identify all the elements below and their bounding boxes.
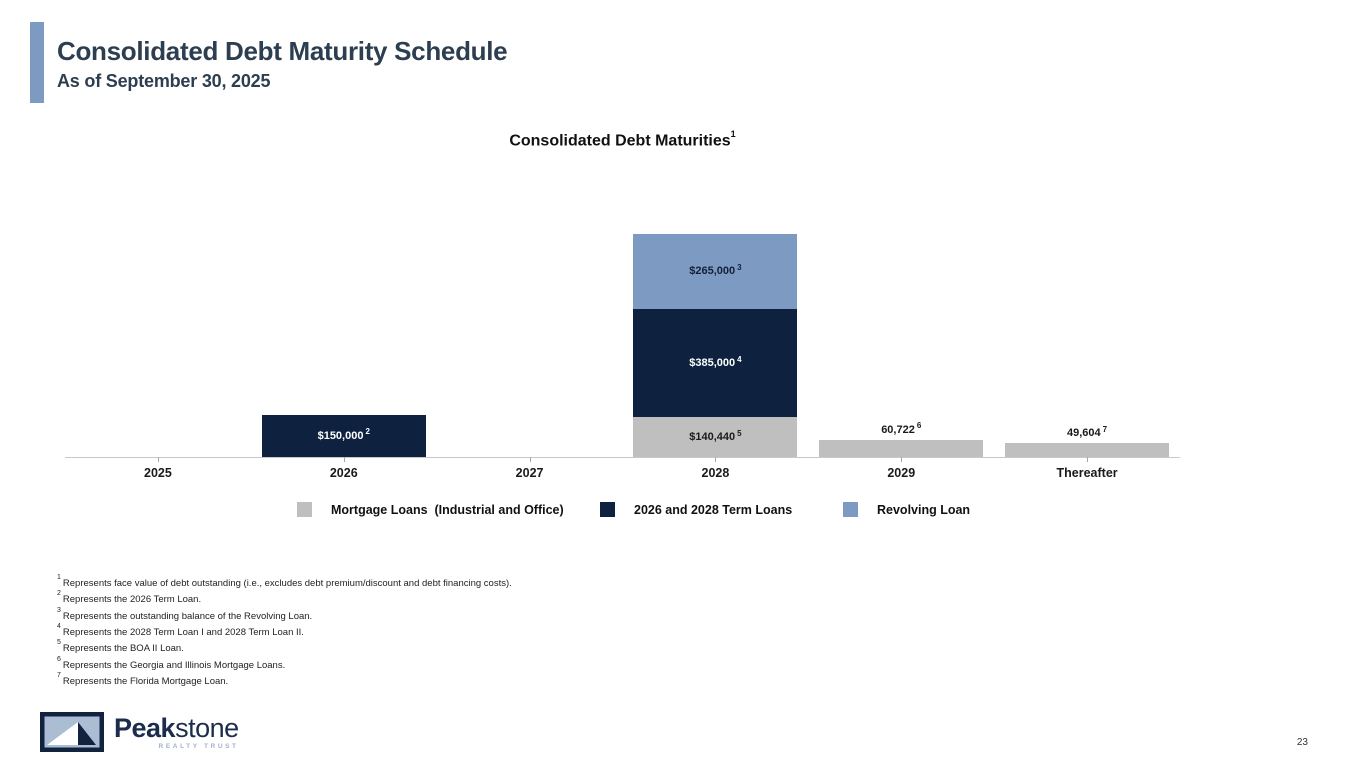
legend-label: Mortgage Loans (Industrial and Office) [331, 502, 564, 517]
x-axis-tick [343, 457, 345, 462]
bar-value-label: 49,604 7 [1067, 424, 1108, 440]
chart-title-superscript: 1 [730, 129, 736, 139]
bar-value-label: 60,722 6 [881, 421, 922, 436]
footnote-line: 6Represents the Georgia and Illinois Mor… [57, 655, 286, 671]
bar-segment-2028-series3 [633, 234, 798, 309]
x-axis-tick [529, 457, 531, 462]
header-accent-bar [30, 22, 44, 103]
logo-text: Peakstone REALTY TRUST [114, 714, 239, 750]
bar-segment-thereafter-series1 [1005, 443, 1170, 457]
x-axis-label-2028: 2028 [701, 466, 730, 480]
x-axis-tick [1087, 457, 1089, 462]
page-title: Consolidated Debt Maturity Schedule [57, 36, 508, 66]
page-subtitle: As of September 30, 2025 [57, 71, 271, 91]
legend-item: Revolving Loan [843, 502, 970, 517]
x-axis-label-thereafter: Thereafter [1056, 466, 1118, 480]
legend-swatch [600, 502, 615, 517]
chart-legend: Mortgage Loans (Industrial and Office) 20… [0, 502, 1365, 522]
legend-item: Mortgage Loans (Industrial and Office) [297, 502, 564, 517]
bar-value-label: $385,000 4 [689, 354, 742, 370]
bar-segment-2029-series1 [819, 439, 984, 457]
legend-label: Revolving Loan [877, 502, 971, 517]
bar-segment-2028-series1 [633, 417, 798, 457]
bar-value-label: $150,000 2 [317, 427, 370, 442]
footnote-line: 1Represents face value of debt outstandi… [57, 574, 512, 590]
peakstone-logo: Peakstone REALTY TRUST [40, 712, 239, 752]
logo-wordmark: Peakstone [114, 714, 239, 742]
footnote-line: 3Represents the outstanding balance of t… [57, 606, 313, 622]
page-number: 23 [1296, 737, 1308, 748]
x-axis-label-2025: 2025 [144, 466, 172, 480]
x-axis-label-2029: 2029 [887, 466, 916, 480]
x-axis-label-2026: 2026 [329, 466, 358, 480]
bar-value-label: $140,440 5 [689, 428, 742, 444]
logo-wordmark-peak: Peak [114, 713, 176, 743]
bar-segment-2026-series2 [261, 414, 426, 457]
x-axis-label-2027: 2027 [515, 466, 544, 480]
logo-wordmark-stone: stone [175, 713, 239, 743]
legend-label: 2026 and 2028 Term Loans [634, 502, 793, 517]
footnote-line: 5Represents the BOA II Loan. [57, 639, 184, 655]
x-axis-tick [715, 457, 717, 462]
x-axis-tick [157, 457, 159, 462]
x-axis-tick [901, 457, 903, 462]
legend-swatch [843, 502, 858, 517]
legend-swatch [297, 502, 312, 517]
x-axis-line [65, 457, 1180, 458]
bar-value-label: $265,000 3 [689, 262, 742, 278]
bar-segment-2028-series2 [633, 308, 798, 418]
footnotes: 1Represents face value of debt outstandi… [57, 574, 512, 689]
mountain-logo-icon [40, 712, 104, 752]
plot-area: $140,440 5 60,722 6 49,604 7 $150,000 2 $385,000… [65, 200, 1180, 457]
chart-title: Consolidated Debt Maturities1 [65, 129, 1180, 150]
footnote-line: 2Represents the 2026 Term Loan. [57, 590, 202, 606]
chart-title-text: Consolidated Debt Maturities [509, 132, 731, 150]
footnote-line: 7Represents the Florida Mortgage Loan. [57, 672, 229, 688]
logo-tagline: REALTY TRUST [158, 743, 239, 750]
footnote-line: 4Represents the 2028 Term Loan I and 202… [57, 623, 304, 639]
legend-item: 2026 and 2028 Term Loans [600, 502, 792, 517]
